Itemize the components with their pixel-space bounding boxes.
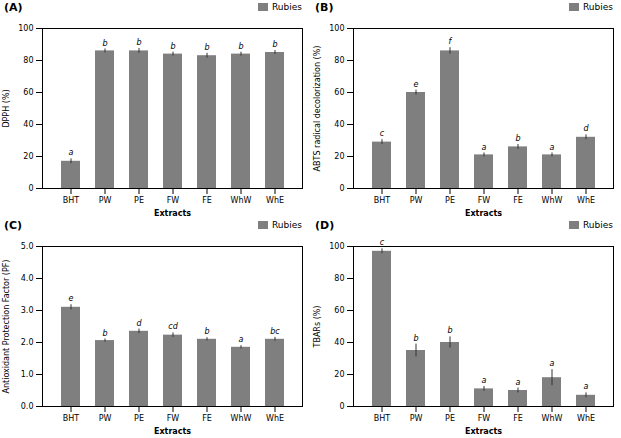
svg-text:100: 100 bbox=[329, 24, 344, 33]
svg-text:80: 80 bbox=[334, 56, 344, 65]
html-text:Rubies: Rubies bbox=[272, 2, 302, 12]
svg-text:FE: FE bbox=[202, 414, 212, 423]
svg-text:PE: PE bbox=[134, 196, 144, 205]
svg-text:b: b bbox=[515, 134, 520, 143]
html-text:(C): (C) bbox=[4, 218, 23, 232]
svg-text:BHT: BHT bbox=[63, 414, 80, 423]
svg-text:FW: FW bbox=[478, 414, 491, 423]
svg-text:40: 40 bbox=[334, 338, 344, 347]
svg-text:PE: PE bbox=[134, 414, 144, 423]
svg-text:20: 20 bbox=[23, 152, 33, 161]
svg-text:a: a bbox=[482, 143, 487, 152]
html-text:(B): (B) bbox=[315, 0, 334, 14]
svg-text:b: b bbox=[170, 42, 175, 51]
svg-text:FW: FW bbox=[167, 196, 180, 205]
svg-text:FE: FE bbox=[513, 196, 523, 205]
svg-text:WhW: WhW bbox=[542, 196, 563, 205]
svg-text:2.0: 2.0 bbox=[21, 338, 34, 347]
svg-text:b: b bbox=[272, 40, 277, 49]
svg-text:60: 60 bbox=[334, 306, 344, 315]
svg-text:100: 100 bbox=[329, 242, 344, 251]
svg-text:WhW: WhW bbox=[231, 414, 252, 423]
svg-text:TBARs (%): TBARs (%) bbox=[313, 306, 322, 349]
svg-text:0: 0 bbox=[339, 402, 344, 411]
svg-text:f: f bbox=[449, 37, 453, 46]
html-text:Rubies: Rubies bbox=[583, 2, 613, 12]
svg-text:20: 20 bbox=[334, 370, 344, 379]
svg-text:BHT: BHT bbox=[374, 196, 391, 205]
svg-text:100: 100 bbox=[18, 24, 33, 33]
svg-text:a: a bbox=[550, 359, 555, 368]
svg-text:1.0: 1.0 bbox=[21, 370, 34, 379]
svg-text:b: b bbox=[102, 39, 107, 48]
svg-text:a: a bbox=[69, 148, 74, 157]
svg-text:b: b bbox=[204, 327, 209, 336]
svg-text:60: 60 bbox=[23, 88, 33, 97]
svg-text:3.0: 3.0 bbox=[21, 306, 34, 315]
svg-text:WhW: WhW bbox=[231, 196, 252, 205]
svg-text:d: d bbox=[583, 124, 589, 133]
svg-text:Extracts: Extracts bbox=[154, 427, 191, 436]
html-text:(D): (D) bbox=[315, 218, 335, 232]
svg-text:PW: PW bbox=[99, 196, 112, 205]
svg-text:Antioxidant Protection Factor: Antioxidant Protection Factor (PF) bbox=[2, 260, 11, 394]
svg-text:ABTS radical decolorization (%: ABTS radical decolorization (%) bbox=[313, 46, 322, 172]
svg-text:WhE: WhE bbox=[266, 414, 284, 423]
svg-text:FW: FW bbox=[478, 196, 491, 205]
svg-text:PE: PE bbox=[445, 196, 455, 205]
svg-text:4.0: 4.0 bbox=[21, 274, 34, 283]
svg-text:b: b bbox=[413, 334, 418, 343]
svg-text:cd: cd bbox=[168, 322, 178, 331]
svg-text:b: b bbox=[136, 38, 141, 47]
svg-text:80: 80 bbox=[334, 274, 344, 283]
svg-text:60: 60 bbox=[334, 88, 344, 97]
svg-text:a: a bbox=[584, 382, 589, 391]
svg-text:a: a bbox=[550, 143, 555, 152]
svg-text:c: c bbox=[379, 238, 385, 248]
svg-text:bc: bc bbox=[270, 327, 280, 336]
svg-text:BHT: BHT bbox=[374, 414, 391, 423]
svg-text:e: e bbox=[69, 294, 74, 303]
svg-text:d: d bbox=[136, 319, 142, 328]
svg-text:40: 40 bbox=[334, 120, 344, 129]
svg-text:FE: FE bbox=[513, 414, 523, 423]
svg-text:PE: PE bbox=[445, 414, 455, 423]
svg-text:PW: PW bbox=[410, 196, 423, 205]
svg-text:a: a bbox=[516, 378, 521, 387]
svg-text:BHT: BHT bbox=[63, 196, 80, 205]
svg-text:b: b bbox=[238, 42, 243, 51]
svg-text:PW: PW bbox=[99, 414, 112, 423]
svg-text:FE: FE bbox=[202, 196, 212, 205]
svg-text:WhE: WhE bbox=[266, 196, 284, 205]
html-text:Rubies: Rubies bbox=[272, 220, 302, 230]
svg-text:0.0: 0.0 bbox=[21, 402, 34, 411]
svg-text:20: 20 bbox=[334, 152, 344, 161]
svg-text:DPPH (%): DPPH (%) bbox=[2, 89, 11, 127]
svg-text:Extracts: Extracts bbox=[465, 209, 502, 218]
html-text:Rubies: Rubies bbox=[583, 220, 613, 230]
svg-text:b: b bbox=[204, 43, 209, 52]
svg-text:FW: FW bbox=[167, 414, 180, 423]
svg-text:c: c bbox=[380, 129, 385, 138]
svg-text:Extracts: Extracts bbox=[154, 209, 191, 218]
svg-text:e: e bbox=[414, 80, 419, 89]
svg-text:b: b bbox=[447, 326, 452, 335]
svg-text:WhE: WhE bbox=[577, 196, 595, 205]
svg-text:PW: PW bbox=[410, 414, 423, 423]
svg-text:80: 80 bbox=[23, 56, 33, 65]
svg-text:0: 0 bbox=[28, 184, 33, 193]
svg-text:40: 40 bbox=[23, 120, 33, 129]
svg-text:5.0: 5.0 bbox=[21, 242, 34, 251]
svg-text:Extracts: Extracts bbox=[465, 427, 502, 436]
svg-text:a: a bbox=[482, 376, 487, 385]
svg-text:b: b bbox=[102, 329, 107, 338]
svg-text:a: a bbox=[239, 335, 244, 344]
html-text:(A): (A) bbox=[4, 0, 23, 14]
svg-text:0: 0 bbox=[339, 184, 344, 193]
svg-text:WhE: WhE bbox=[577, 414, 595, 423]
svg-text:WhW: WhW bbox=[542, 414, 563, 423]
